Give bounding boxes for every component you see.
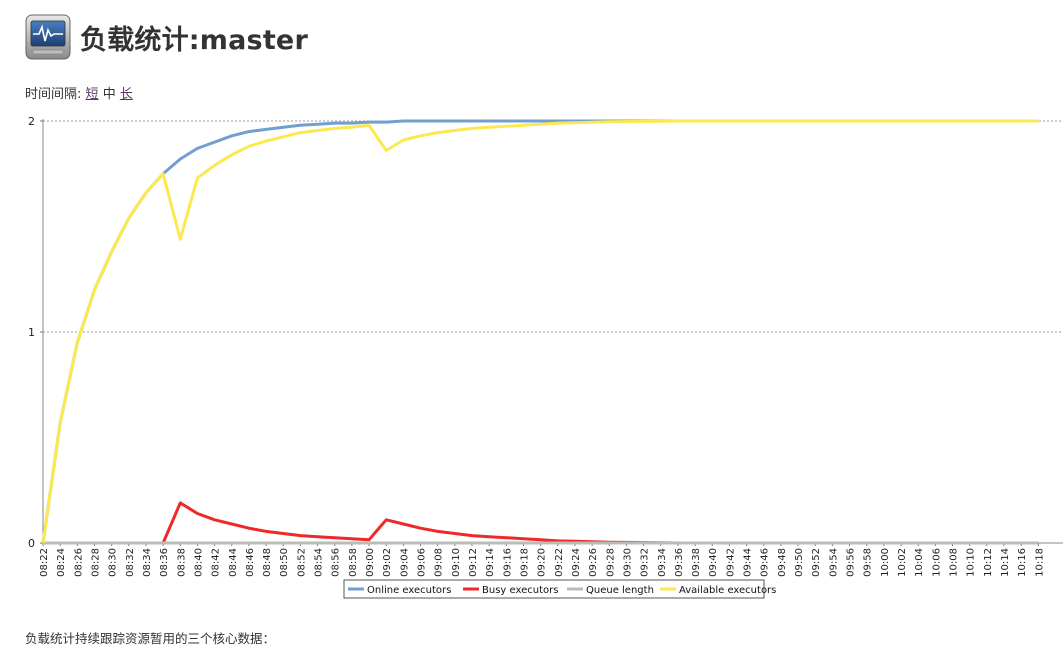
x-tick-label: 09:50 bbox=[794, 548, 805, 577]
x-tick-label: 08:28 bbox=[90, 548, 101, 577]
x-tick-label: 08:52 bbox=[296, 548, 307, 577]
footer-text: 负载统计持续跟踪资源暂用的三个核心数据： bbox=[25, 631, 276, 646]
legend-label-available-executors: Available executors bbox=[679, 585, 776, 596]
x-tick-label: 09:22 bbox=[554, 548, 565, 577]
x-tick-label: 09:38 bbox=[691, 548, 702, 577]
y-tick-label: 1 bbox=[28, 326, 35, 339]
x-tick-label: 10:18 bbox=[1034, 548, 1045, 577]
x-tick-label: 09:54 bbox=[828, 548, 839, 577]
x-tick-label: 10:00 bbox=[880, 548, 891, 577]
page-title: 负载统计:master bbox=[80, 24, 308, 56]
x-tick-label: 09:00 bbox=[365, 548, 376, 577]
legend-label-queue-length: Queue length bbox=[586, 585, 654, 596]
timespan-long-link[interactable]: 长 bbox=[119, 87, 133, 102]
x-tick-label: 08:30 bbox=[108, 548, 119, 577]
x-tick-label: 10:10 bbox=[966, 548, 977, 577]
x-tick-label: 09:32 bbox=[640, 548, 651, 577]
timespan-selector: 时间间隔: 短 中 长 bbox=[25, 83, 133, 102]
x-tick-label: 10:06 bbox=[931, 548, 942, 577]
x-tick-label: 10:02 bbox=[897, 548, 908, 577]
x-tick-label: 08:26 bbox=[73, 548, 84, 577]
series-line-busy-executors bbox=[43, 501, 1039, 545]
x-tick-label: 10:04 bbox=[914, 548, 925, 577]
x-tick-label: 09:52 bbox=[811, 548, 822, 577]
timespan-medium-current: 中 bbox=[102, 87, 116, 102]
x-tick-label: 09:02 bbox=[382, 548, 393, 577]
timespan-label: 时间间隔: bbox=[25, 87, 82, 102]
series-line-available-executors bbox=[41, 119, 1039, 544]
x-tick-label: 08:34 bbox=[142, 548, 153, 577]
x-tick-label: 09:28 bbox=[605, 548, 616, 577]
legend-label-busy-executors: Busy executors bbox=[482, 585, 558, 596]
x-tick-label: 08:32 bbox=[125, 548, 136, 577]
x-tick-label: 08:56 bbox=[331, 548, 342, 577]
x-tick-label: 09:48 bbox=[777, 548, 788, 577]
chart-legend: Online executors Busy executors Queue leng… bbox=[343, 579, 776, 599]
x-tick-label: 08:58 bbox=[348, 548, 359, 577]
x-tick-label: 10:08 bbox=[948, 548, 959, 577]
x-tick-label: 09:36 bbox=[674, 548, 685, 577]
legend-box bbox=[343, 579, 765, 599]
x-tick-label: 08:50 bbox=[279, 548, 290, 577]
y-tick-label: 2 bbox=[28, 115, 35, 128]
x-tick-label: 08:54 bbox=[314, 548, 325, 577]
x-tick-label: 09:24 bbox=[571, 548, 582, 577]
x-tick-label: 09:04 bbox=[399, 548, 410, 577]
x-tick-label: 08:40 bbox=[193, 548, 204, 577]
x-tick-label: 09:12 bbox=[468, 548, 479, 577]
x-tick-label: 09:46 bbox=[760, 548, 771, 577]
timespan-short-link[interactable]: 短 bbox=[85, 87, 99, 102]
x-tick-label: 09:14 bbox=[485, 548, 496, 577]
x-tick-label: 09:44 bbox=[743, 548, 754, 577]
load-statistics-chart: 0 1 2 08:22 08:24 08:26 08:28 08:30 08:32 08:34 08… bbox=[28, 115, 1063, 599]
x-tick-label: 09:34 bbox=[657, 548, 668, 577]
x-tick-label: 10:16 bbox=[1017, 548, 1028, 577]
x-tick-label: 09:58 bbox=[863, 548, 874, 577]
x-tick-label: 09:26 bbox=[588, 548, 599, 577]
x-tick-label: 08:42 bbox=[211, 548, 222, 577]
legend-label-online-executors: Online executors bbox=[367, 585, 451, 596]
monitor-icon bbox=[25, 14, 71, 60]
x-tick-label: 09:40 bbox=[708, 548, 719, 577]
x-tick-label: 10:12 bbox=[983, 548, 994, 577]
x-tick-label: 08:44 bbox=[228, 548, 239, 577]
x-tick-label: 09:18 bbox=[519, 548, 530, 577]
x-tick-label: 09:30 bbox=[622, 548, 633, 577]
x-tick-label: 09:08 bbox=[434, 548, 445, 577]
x-tick-label: 08:24 bbox=[56, 548, 67, 577]
x-tick-label: 10:14 bbox=[1000, 548, 1011, 577]
x-tick-label: 08:46 bbox=[245, 548, 256, 577]
page-header: 负载统计:master bbox=[25, 14, 308, 60]
x-tick-label: 09:42 bbox=[725, 548, 736, 577]
x-tick-label: 09:10 bbox=[451, 548, 462, 577]
x-tick-label: 09:16 bbox=[502, 548, 513, 577]
x-tick-label: 08:38 bbox=[176, 548, 187, 577]
x-tick-label: 08:36 bbox=[159, 548, 170, 577]
x-tick-label: 09:56 bbox=[846, 548, 857, 577]
x-tick-label: 09:20 bbox=[537, 548, 548, 577]
x-tick-label: 08:22 bbox=[39, 548, 50, 577]
x-tick-label: 08:48 bbox=[262, 548, 273, 577]
x-tick-label: 09:06 bbox=[417, 548, 428, 577]
y-tick-label: 0 bbox=[28, 537, 35, 550]
